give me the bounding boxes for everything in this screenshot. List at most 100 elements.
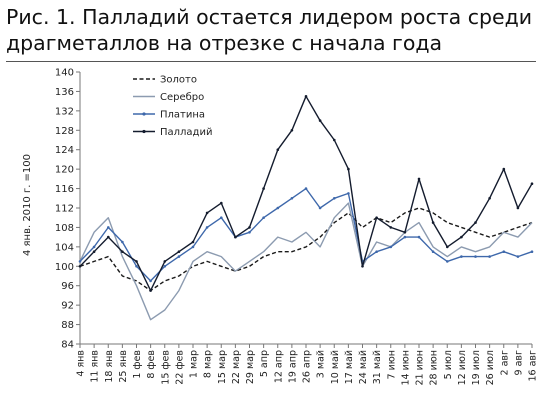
y-tick-label: 120 [55, 165, 74, 176]
series-3-point [431, 250, 435, 253]
series-3-point [149, 279, 152, 283]
x-tick-label: 5 июл [443, 350, 454, 379]
y-tick-label: 116 [55, 184, 74, 195]
series-3-point [262, 216, 265, 219]
series-4-point [318, 119, 322, 122]
x-tick-label: 19 апр [287, 350, 298, 383]
series-4-point [431, 221, 435, 224]
y-tick-label: 84 [61, 340, 74, 351]
series-4-point [502, 167, 506, 171]
series-4-point [389, 226, 393, 229]
x-tick-label: 15 фев [160, 350, 171, 385]
series-3-point [488, 255, 491, 258]
series-3-point [333, 197, 336, 200]
legend-label-2: Серебро [160, 92, 204, 103]
x-tick-label: 1 мар [189, 350, 200, 378]
series-line-4 [79, 95, 533, 292]
y-tick-label: 140 [55, 68, 74, 79]
series-3-point [290, 197, 294, 200]
series-4-point [276, 148, 280, 151]
y-tick-labels: 84 88 92 96 100 104 108 112 116 120 124 128 132 136 14… [55, 68, 74, 351]
x-tick-label: 16 авг [528, 350, 539, 382]
series-4-point [417, 177, 421, 181]
x-tick-label: 11 янв [90, 350, 101, 383]
x-tick-label: 26 июл [485, 350, 496, 385]
x-tick-label: 22 мар [231, 350, 242, 384]
series-3-point [318, 206, 322, 210]
x-tick-label: 31 май [372, 350, 383, 384]
series-3-point [276, 206, 280, 210]
series-3-point [474, 255, 477, 258]
figure-title: Рис. 1. Палладий остается лидером роста … [6, 4, 536, 56]
x-tick-label: 8 фев [146, 350, 157, 379]
y-tick-label: 128 [55, 126, 74, 137]
x-tick-label: 3 май [316, 350, 327, 378]
y-tick-label: 112 [55, 204, 74, 215]
series-4-point [361, 265, 364, 268]
figure-title-line-2: драгметаллов на отрезке с начала года [6, 31, 443, 55]
series-3-point [516, 255, 520, 258]
legend-marker-4 [142, 129, 146, 134]
series-4-point [262, 187, 265, 190]
y-tick-label: 108 [55, 223, 74, 234]
x-tick-label: 17 май [344, 350, 355, 384]
legend-label-1: Золото [160, 75, 197, 86]
x-tick-label: 24 май [358, 350, 369, 384]
x-tick-label: 21 июн [415, 350, 426, 386]
series-3-point [304, 187, 308, 190]
x-tick-label: 1 фев [132, 350, 143, 379]
x-tick-label: 12 июл [457, 350, 468, 385]
x-tick-label: 25 янв [118, 350, 129, 383]
series-4-point [516, 206, 520, 210]
series-3-point [191, 245, 195, 249]
x-tick-label: 8 мар [203, 350, 214, 378]
series-3-point [121, 240, 124, 244]
series-line-2 [79, 202, 533, 321]
series-4-point [474, 221, 477, 224]
series-4-point [530, 182, 534, 185]
series-3-point [530, 250, 534, 253]
y-tick-label: 124 [55, 145, 74, 156]
figure-title-line-1: Рис. 1. Палладий остается лидером роста … [6, 5, 533, 29]
series-4-point [121, 250, 124, 253]
x-tick-label: 4 янв [76, 350, 87, 377]
chart-legend: Золото Серебро Платина Палладий [133, 75, 212, 138]
series-3-point [78, 260, 82, 263]
y-tick-label: 132 [55, 106, 74, 117]
series-4-point [163, 260, 167, 263]
series-3-point [502, 250, 506, 253]
series-line-1 [79, 207, 533, 292]
series-3-point [163, 265, 167, 268]
series-4-point [488, 197, 491, 200]
x-tick-label: 12 апр [273, 350, 284, 383]
series-3-point [460, 255, 463, 258]
series-4-point [220, 201, 223, 205]
series-4-point [304, 95, 308, 98]
series-4-point [205, 211, 209, 215]
series-4-point [333, 138, 336, 142]
x-tick-label: 29 мар [245, 350, 256, 384]
y-tick-label: 96 [61, 281, 74, 292]
x-tick-label: 28 июн [429, 350, 440, 386]
legend-marker-3 [142, 112, 146, 116]
series-3-point [389, 245, 393, 249]
x-tick-label: 5 апр [259, 350, 270, 377]
x-tick-label: 7 июн [386, 350, 397, 379]
x-tick-label: 9 авг [513, 350, 524, 375]
series-4-point [78, 265, 82, 268]
series-4-point [191, 240, 195, 244]
series-3-point [375, 250, 378, 253]
series-3-point [135, 265, 138, 268]
series-4-point [403, 231, 407, 234]
y-tick-label: 88 [61, 320, 74, 331]
series-4-point [92, 250, 96, 253]
y-tick-label: 92 [61, 301, 74, 312]
series-3-point [403, 235, 407, 239]
series-4-point [107, 235, 110, 239]
series-4-point [460, 235, 463, 239]
y-tick-label: 136 [55, 87, 74, 98]
x-tick-label: 15 мар [217, 350, 228, 384]
series-3-point [220, 216, 223, 219]
legend-label-4: Палладий [160, 127, 212, 138]
